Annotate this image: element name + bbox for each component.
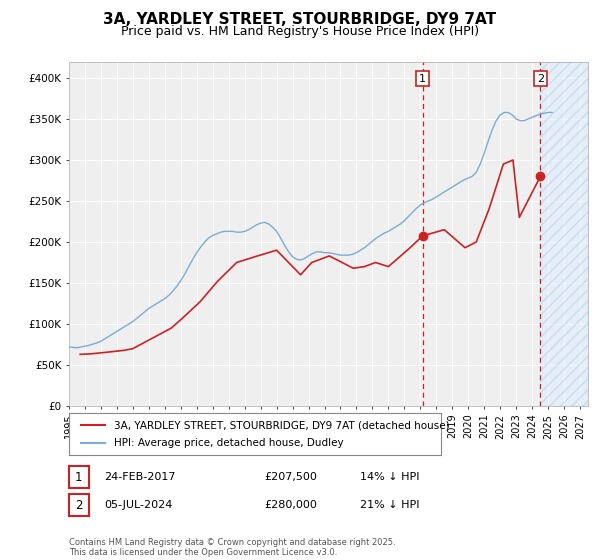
Text: Price paid vs. HM Land Registry's House Price Index (HPI): Price paid vs. HM Land Registry's House … [121, 25, 479, 38]
Text: 1: 1 [75, 470, 83, 484]
Text: 3A, YARDLEY STREET, STOURBRIDGE, DY9 7AT (detached house): 3A, YARDLEY STREET, STOURBRIDGE, DY9 7AT… [113, 421, 449, 430]
Text: £207,500: £207,500 [264, 472, 317, 482]
Text: 2: 2 [75, 498, 83, 512]
Text: 05-JUL-2024: 05-JUL-2024 [104, 500, 172, 510]
Text: 3A, YARDLEY STREET, STOURBRIDGE, DY9 7AT: 3A, YARDLEY STREET, STOURBRIDGE, DY9 7AT [103, 12, 497, 27]
Text: £280,000: £280,000 [264, 500, 317, 510]
Text: 24-FEB-2017: 24-FEB-2017 [104, 472, 175, 482]
Text: Contains HM Land Registry data © Crown copyright and database right 2025.
This d: Contains HM Land Registry data © Crown c… [69, 538, 395, 557]
Text: 1: 1 [419, 74, 426, 83]
Bar [541, 62, 588, 406]
Text: HPI: Average price, detached house, Dudley: HPI: Average price, detached house, Dudl… [113, 438, 343, 448]
Text: 2: 2 [537, 74, 544, 83]
Text: 21% ↓ HPI: 21% ↓ HPI [360, 500, 419, 510]
Text: 14% ↓ HPI: 14% ↓ HPI [360, 472, 419, 482]
